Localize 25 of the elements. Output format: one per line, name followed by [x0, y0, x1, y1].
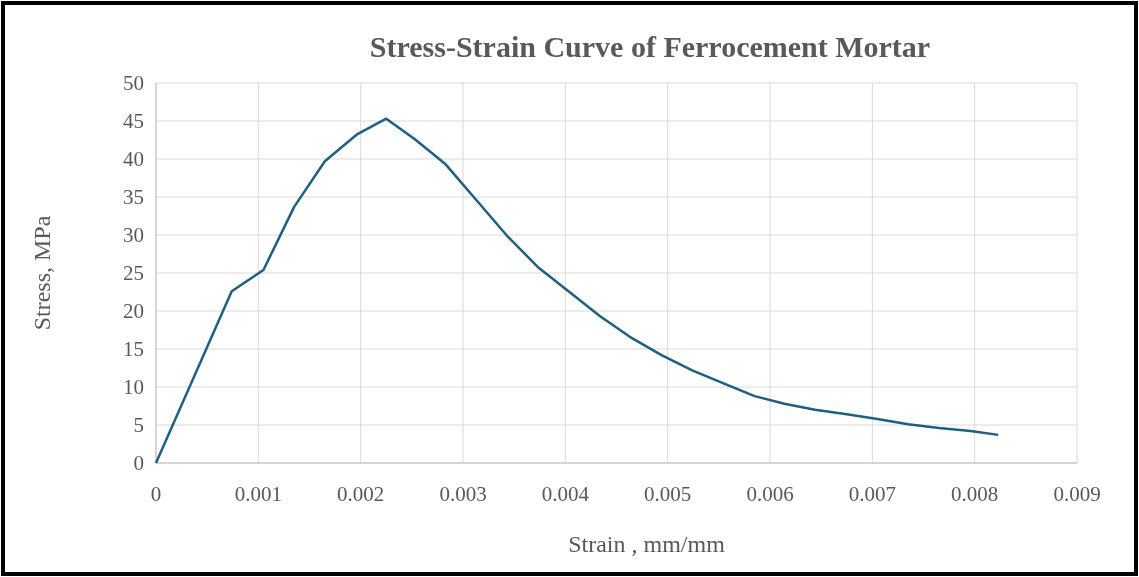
- y-tick-label: 35: [123, 185, 144, 210]
- x-tick-label: 0: [150, 482, 162, 506]
- y-tick-label: 50: [123, 71, 144, 96]
- y-axis-title: Stress, MPa: [29, 215, 55, 331]
- y-tick-label: 20: [123, 299, 144, 324]
- y-tick-label: 25: [123, 261, 144, 286]
- x-tick-label: 0.005: [644, 482, 692, 506]
- y-tick-label: 30: [123, 223, 144, 248]
- y-tick-label: 15: [123, 337, 144, 362]
- x-tick-label: 0.008: [951, 482, 999, 506]
- x-tick-label: 0.004: [541, 482, 590, 506]
- x-tick-label: 0.007: [848, 482, 896, 506]
- x-tick-label: 0.003: [439, 482, 487, 506]
- y-tick-label: 45: [123, 109, 144, 134]
- x-tick-label: 0.001: [234, 482, 282, 506]
- y-tick-label: 0: [133, 451, 144, 476]
- x-axis-title: Strain , mm/mm: [568, 531, 726, 557]
- chart-title: Stress-Strain Curve of Ferrocement Mortar: [369, 30, 931, 63]
- x-tick-label: 0.006: [746, 482, 794, 506]
- y-tick-label: 10: [123, 375, 144, 400]
- x-tick-label: 0.009: [1053, 482, 1101, 506]
- y-tick-label: 5: [133, 413, 144, 438]
- line-series: [154, 117, 1000, 465]
- y-tick-label: 40: [123, 147, 144, 172]
- x-tick-label: 0.002: [337, 482, 385, 506]
